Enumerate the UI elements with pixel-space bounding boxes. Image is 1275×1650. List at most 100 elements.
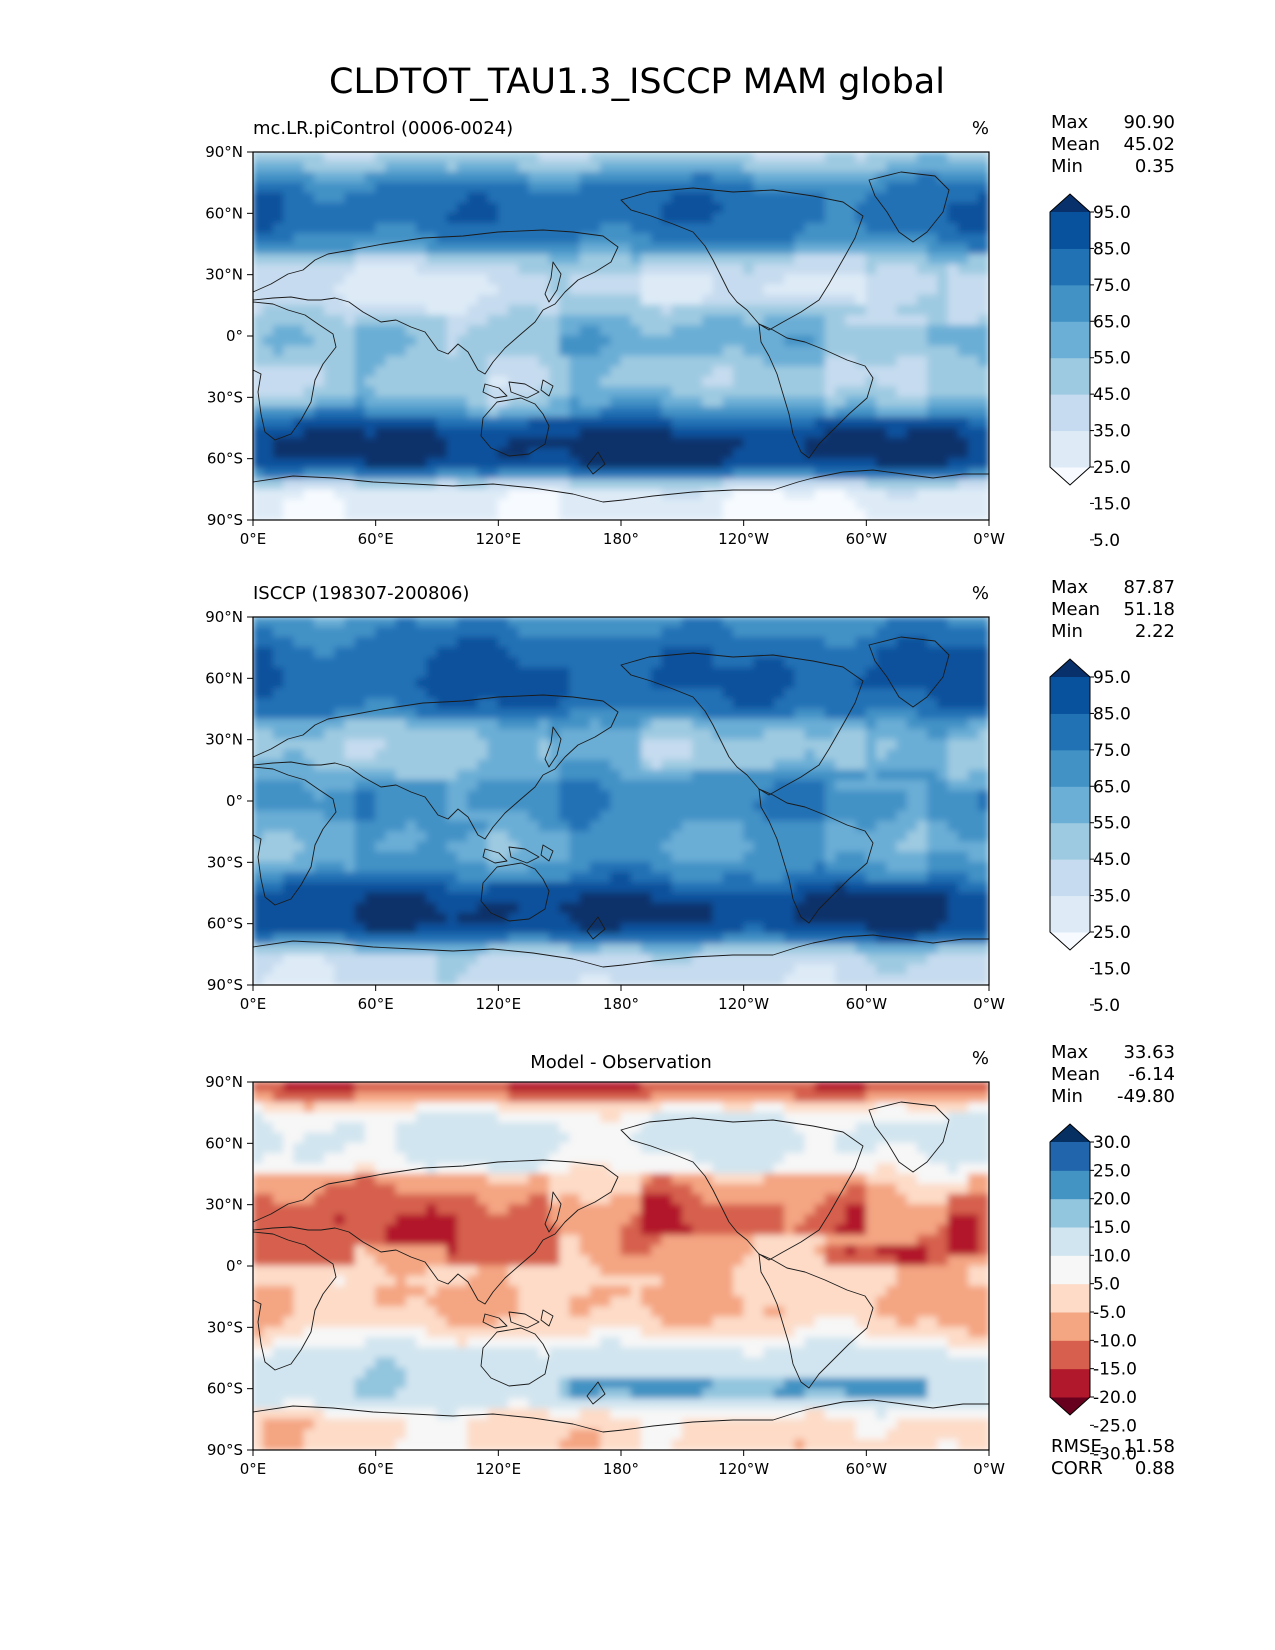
field-cell [477,376,489,388]
field-cell [559,810,571,822]
field-cell [763,509,775,520]
field-cell [835,617,847,628]
field-cell [528,335,540,347]
field-cell [436,636,448,649]
field-cell [344,192,356,204]
field-cell [313,790,326,802]
field-cell [702,212,714,225]
field-cell [722,366,734,378]
field-cell [835,509,847,520]
field-cell [436,488,448,501]
field-cell [446,355,458,368]
field-cell [886,933,898,945]
field-cell [600,437,612,449]
field-cell [855,617,867,628]
field-cell [528,831,540,843]
field-cell [518,698,530,710]
field-cell [814,749,826,761]
field-cell [272,263,285,276]
field-cell [293,386,305,398]
field-cell [600,355,612,368]
field-cell [722,759,734,771]
field-cell [405,688,418,700]
field-cell [947,718,959,730]
field-cell [784,488,796,501]
field-cell [896,749,908,761]
field-cell [824,447,837,460]
field-cell [426,509,438,520]
field-cell [354,759,366,771]
field-cell [385,223,397,235]
field-cell [692,617,704,628]
field-cell [518,657,530,669]
field-cell [477,182,489,194]
field-cell [968,437,980,449]
field-cell [589,478,602,490]
field-cell [876,790,888,802]
field-cell [651,902,663,914]
field-cell [313,468,326,480]
field-cell [937,304,949,317]
field-cell [293,841,305,853]
field-cell [784,861,796,874]
field-cell [395,923,407,935]
field-cell [916,161,929,173]
field-cell [354,698,366,710]
field-cell [865,345,878,357]
field-cell [610,192,622,204]
field-cell [364,458,377,470]
field-cell [722,851,734,863]
field-cell [865,739,878,751]
field-cell [446,417,458,429]
field-cell [661,810,673,822]
field-cell [855,728,867,741]
field-cell [375,882,387,894]
field-cell [538,223,550,235]
field-cell [763,161,775,173]
field-cell [548,626,561,638]
field-cell [640,780,653,792]
field-cell [610,718,622,730]
field-cell [518,728,530,741]
field-cell [927,780,939,792]
field-cell [661,800,673,812]
field-cell [426,739,438,751]
field-cell [589,458,602,470]
field-cell [528,182,540,194]
field-cell [794,861,806,874]
field-cell [692,253,704,265]
field-cell [957,688,970,700]
field-cell [600,376,612,388]
field-cell [497,243,510,255]
field-cell [283,923,295,935]
field-cell [732,892,745,904]
field-cell [344,212,356,225]
field-cell [344,872,356,884]
field-cell [508,447,520,460]
field-cell [620,509,632,520]
field-cell [753,933,765,945]
field-cell [681,923,694,935]
field-cell [865,458,878,470]
field-cell [855,233,867,245]
field-cell [364,345,377,357]
field-cell [732,739,745,751]
field-cell [467,810,479,822]
field-cell [313,192,326,204]
field-cell [446,253,458,265]
field-cell [416,386,428,398]
field-cell [753,355,765,368]
field-cell [344,263,356,276]
field-cell [477,902,489,914]
field-cell [845,718,857,730]
field-cell [712,212,724,225]
field-cell [446,212,458,225]
field-cell [538,698,550,710]
field-cell [375,892,387,904]
field-cell [794,243,806,255]
field-cell [528,253,540,265]
field-cell [293,688,305,700]
field-cell [661,769,673,782]
field-cell [313,769,326,782]
field-cell [303,769,315,782]
